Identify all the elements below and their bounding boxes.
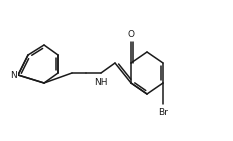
Text: N: N (10, 70, 17, 80)
Text: Br: Br (158, 108, 168, 117)
Text: O: O (127, 30, 134, 39)
Text: NH: NH (94, 78, 108, 87)
